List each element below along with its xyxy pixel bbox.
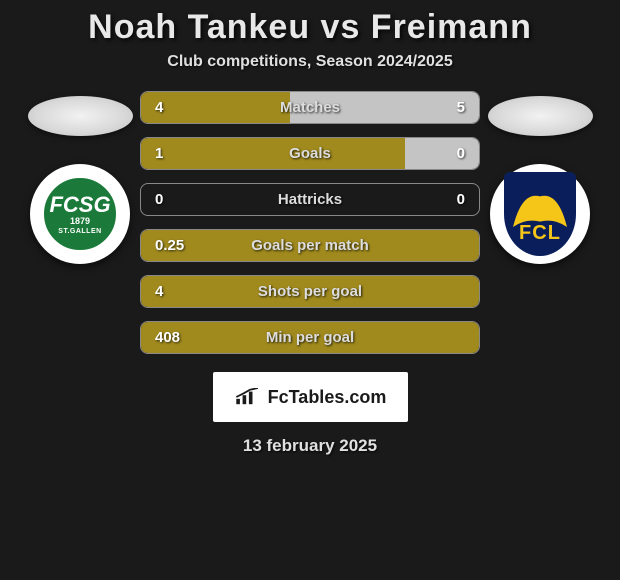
subtitle: Club competitions, Season 2024/2025 <box>0 53 620 71</box>
left-player-col: FCSG 1879 ST.GALLEN <box>20 91 140 264</box>
club-left-year: 1879 <box>70 217 90 226</box>
club-logo-right-inner: FCL <box>504 172 576 256</box>
stat-value-left: 4 <box>155 283 163 300</box>
stat-value-left: 4 <box>155 99 163 116</box>
stat-bar: 408 Min per goal <box>140 321 480 354</box>
club-left-city: ST.GALLEN <box>58 228 101 235</box>
stat-value-left: 0.25 <box>155 237 184 254</box>
date-label: 13 february 2025 <box>0 436 620 456</box>
club-logo-left: FCSG 1879 ST.GALLEN <box>30 164 130 264</box>
club-left-abbr: FCSG <box>49 194 110 216</box>
lion-icon <box>504 182 576 236</box>
stats-column: 4 Matches 5 1 Goals 0 0 Hattricks 0 0.25 Goals per… <box>140 91 480 354</box>
stat-fill-left <box>141 138 405 169</box>
stat-label: Goals per match <box>251 237 369 254</box>
branding-badge[interactable]: FcTables.com <box>213 372 408 422</box>
stat-bar: 0 Hattricks 0 <box>140 183 480 216</box>
stat-label: Hattricks <box>278 191 342 208</box>
stat-value-right: 5 <box>457 99 465 116</box>
main-row: FCSG 1879 ST.GALLEN 4 Matches 5 1 Goals 0 0 Hat… <box>0 91 620 354</box>
stat-bar: 0.25 Goals per match <box>140 229 480 262</box>
stat-bar: 1 Goals 0 <box>140 137 480 170</box>
stat-bar: 4 Matches 5 <box>140 91 480 124</box>
stat-value-left: 408 <box>155 329 180 346</box>
comparison-card: Noah Tankeu vs Freimann Club competition… <box>0 0 620 580</box>
right-player-col: FCL <box>480 91 600 264</box>
stat-value-left: 0 <box>155 191 163 208</box>
club-logo-right: FCL <box>490 164 590 264</box>
stat-fill-right <box>405 138 479 169</box>
player-avatar-left <box>28 96 133 136</box>
stat-value-right: 0 <box>457 145 465 162</box>
branding-chart-icon <box>234 388 262 406</box>
stat-bar: 4 Shots per goal <box>140 275 480 308</box>
club-logo-left-inner: FCSG 1879 ST.GALLEN <box>40 174 120 254</box>
stat-label: Min per goal <box>266 329 354 346</box>
player-avatar-right <box>488 96 593 136</box>
branding-text: FcTables.com <box>268 387 387 408</box>
stat-label: Matches <box>280 99 340 116</box>
stat-value-right: 0 <box>457 191 465 208</box>
stat-value-left: 1 <box>155 145 163 162</box>
stat-label: Goals <box>289 145 331 162</box>
stat-label: Shots per goal <box>258 283 362 300</box>
page-title: Noah Tankeu vs Freimann <box>0 8 620 47</box>
